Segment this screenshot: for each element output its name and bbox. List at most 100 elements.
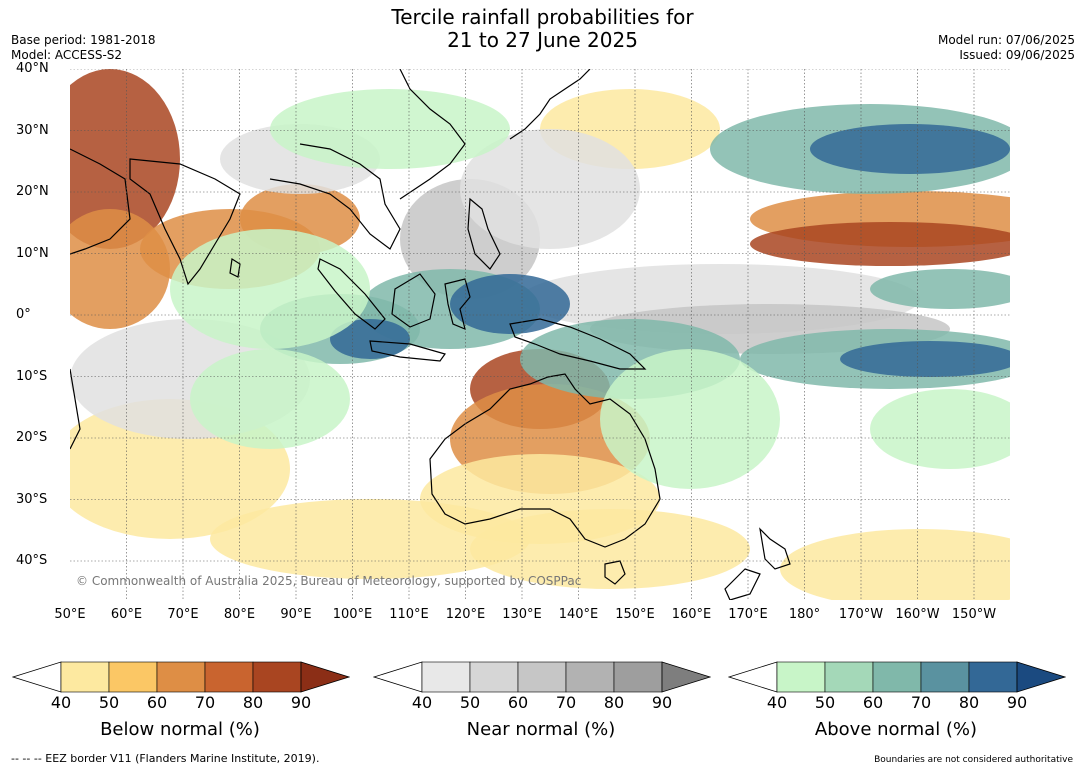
colorbar	[373, 661, 711, 693]
colorbar-tick: 40	[766, 693, 788, 712]
base-period: Base period: 1981-2018	[11, 33, 156, 47]
colorbar-tick: 90	[1006, 693, 1028, 712]
colorbar-segment	[968, 661, 1018, 693]
probability-region	[70, 69, 180, 249]
lon-label: 150°W	[951, 607, 997, 622]
probability-region	[840, 341, 1010, 377]
colorbar-segment	[469, 661, 519, 693]
probability-region	[870, 269, 1010, 309]
lon-label: 110°E	[389, 607, 429, 622]
model-name: Model: ACCESS-S2	[11, 48, 123, 62]
probability-region	[270, 89, 510, 169]
colorbar-segment	[252, 661, 302, 693]
lon-label: 90°E	[280, 607, 312, 622]
probability-region	[780, 529, 1010, 600]
colorbar-tick: 70	[194, 693, 216, 712]
colorbar-tick: 80	[603, 693, 625, 712]
colorbar-title: Below normal (%)	[100, 719, 260, 740]
lon-label: 130°E	[502, 607, 542, 622]
lat-label: 30°N	[16, 122, 49, 138]
colorbar-segment	[824, 661, 874, 693]
map-title-line2: 21 to 27 June 2025	[447, 28, 638, 52]
lon-label: 170°W	[838, 607, 884, 622]
colorbar-tick: 70	[555, 693, 577, 712]
colorbar-segment	[565, 661, 615, 693]
lat-label: 40°N	[16, 61, 49, 76]
issued-date: Issued: 09/06/2025	[959, 48, 1075, 62]
lat-label: 40°S	[16, 553, 48, 568]
colorbar-tick: 50	[459, 693, 481, 712]
probability-region	[190, 349, 350, 449]
colorbar-tick: 50	[814, 693, 836, 712]
lat-label: 10°S	[16, 368, 48, 384]
colorbar	[728, 661, 1066, 693]
colorbar-tick: 50	[98, 693, 120, 712]
colorbar	[12, 661, 350, 693]
colorbar-extend-high	[300, 661, 350, 693]
colorbar-segment	[204, 661, 254, 693]
colorbar-tick: 70	[910, 693, 932, 712]
lon-label: 120°E	[445, 607, 486, 622]
map-title-line1: Tercile rainfall probabilities for	[391, 5, 694, 29]
lon-label: 100°E	[332, 607, 373, 622]
probability-region	[470, 509, 750, 589]
probability-region	[170, 229, 370, 349]
colorbar-extend-high	[1016, 661, 1066, 693]
colorbar-extend-low	[373, 661, 423, 693]
colorbar-tick: 40	[50, 693, 72, 712]
colorbar-title: Above normal (%)	[814, 719, 978, 740]
lon-label: 50°E	[54, 607, 86, 622]
colorbar-extend-low	[728, 661, 778, 693]
lon-label: 60°E	[110, 607, 143, 622]
probability-region	[750, 222, 1010, 266]
colorbar-segment	[920, 661, 970, 693]
map-panel	[70, 69, 1010, 600]
lat-label: 20°S	[16, 430, 48, 445]
colorbar-segment	[421, 661, 471, 693]
copyright-notice: © Commonwealth of Australia 2025, Bureau…	[76, 574, 582, 588]
lon-label: 140°E	[558, 607, 599, 622]
probability-map	[70, 69, 1010, 600]
colorbar-segment	[613, 661, 663, 693]
lon-label: 160°W	[895, 607, 940, 622]
lon-label: 70°E	[167, 607, 199, 622]
colorbar-extend-high	[661, 661, 711, 693]
lon-label: 160°E	[671, 607, 712, 622]
probability-region	[600, 349, 780, 489]
eez-note: -- -- -- EEZ border V11 (Flanders Marine…	[11, 752, 320, 765]
lat-label: 30°S	[16, 491, 48, 507]
colorbar-tick: 60	[146, 693, 168, 712]
colorbar-tick: 60	[862, 693, 884, 712]
colorbar-tick: 40	[411, 693, 433, 712]
colorbar-segment	[872, 661, 922, 693]
colorbar-segment	[156, 661, 206, 693]
colorbar-tick: 90	[290, 693, 312, 712]
colorbar-tick: 60	[507, 693, 529, 712]
lat-label: 10°N	[16, 245, 49, 261]
lon-label: 180°	[788, 607, 821, 622]
probability-shading	[70, 69, 1010, 600]
colorbar-title: Near normal (%)	[466, 719, 616, 740]
probability-region	[460, 129, 640, 249]
colorbar-segment	[776, 661, 826, 693]
probability-region	[330, 319, 410, 359]
model-run: Model run: 07/06/2025	[937, 33, 1075, 47]
coastlines	[70, 69, 791, 600]
probability-region	[210, 499, 530, 579]
colorbar-segment	[108, 661, 158, 693]
colorbar-segment	[60, 661, 110, 693]
lat-label: 20°N	[16, 184, 49, 199]
probability-region	[810, 124, 1010, 174]
lat-label: 0°	[16, 307, 31, 322]
colorbar-extend-low	[12, 661, 62, 693]
colorbar-segment	[517, 661, 567, 693]
colorbar-tick: 90	[651, 693, 673, 712]
colorbar-tick: 80	[958, 693, 980, 712]
boundary-disclaimer: Boundaries are not considered authoritat…	[874, 755, 1073, 765]
lon-label: 170°E	[728, 607, 768, 622]
graticule	[70, 69, 1010, 600]
probability-region	[870, 389, 1010, 469]
lon-label: 80°E	[223, 607, 256, 622]
lon-label: 150°E	[615, 607, 655, 622]
colorbar-tick: 80	[242, 693, 264, 712]
